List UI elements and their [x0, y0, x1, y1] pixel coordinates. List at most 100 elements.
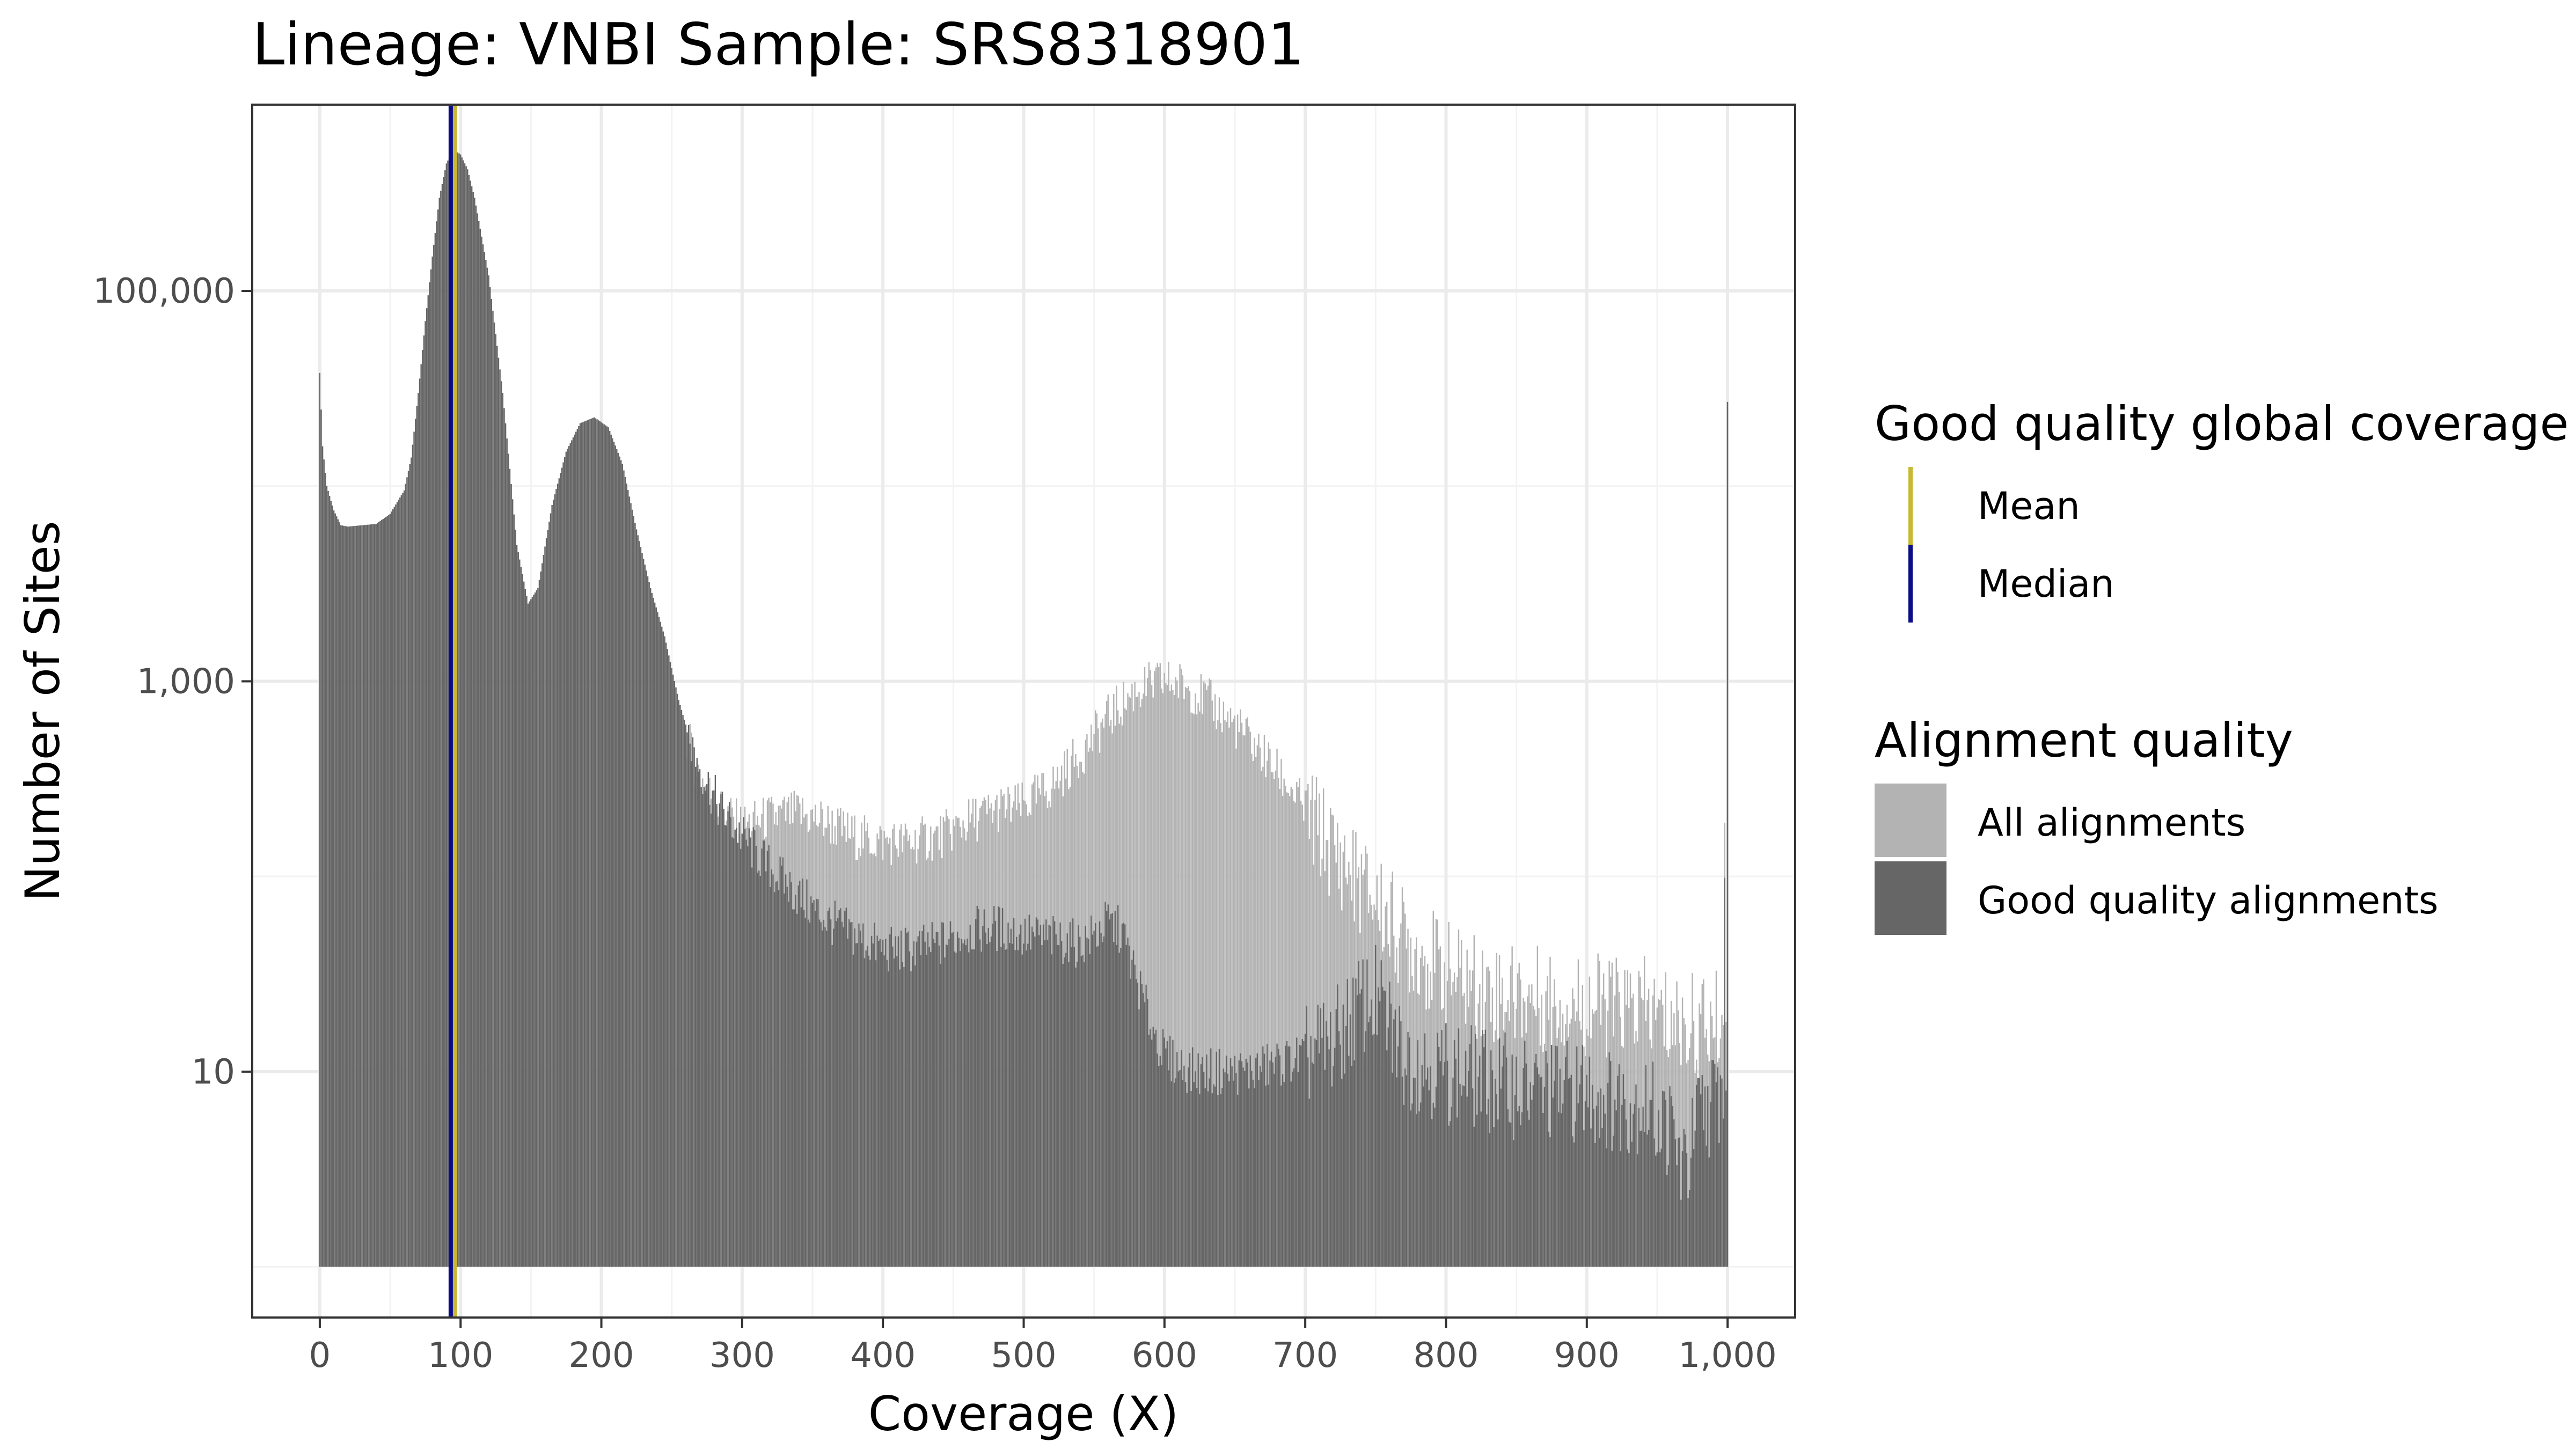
- bar: [993, 906, 995, 1267]
- bar: [782, 857, 784, 1267]
- bar: [658, 617, 660, 1267]
- bar: [1186, 688, 1188, 1267]
- bar: [1382, 986, 1384, 1267]
- bar: [1249, 1055, 1251, 1267]
- bar: [1165, 683, 1167, 1267]
- bar: [883, 955, 885, 1267]
- bar: [1191, 1047, 1194, 1267]
- bar: [1645, 1065, 1647, 1267]
- bar: [1397, 1046, 1399, 1267]
- bar: [1724, 877, 1725, 1267]
- bar: [1080, 956, 1082, 1267]
- y-tick-label: 10: [192, 1052, 235, 1092]
- bar: [911, 956, 913, 1267]
- bar: [1234, 1056, 1236, 1267]
- bar: [1547, 1063, 1548, 1267]
- bar: [902, 961, 904, 1267]
- bar: [612, 438, 613, 1267]
- bar: [1651, 1100, 1652, 1267]
- bar: [567, 449, 568, 1267]
- bar: [1199, 711, 1201, 1267]
- bar: [1572, 1136, 1574, 1267]
- bar: [692, 737, 694, 1267]
- y-axis: 10 1,000 100,000: [93, 272, 252, 1092]
- bar: [975, 919, 977, 1267]
- bar: [1403, 902, 1404, 1267]
- bar: [1296, 781, 1298, 1267]
- bar: [847, 939, 848, 1267]
- bar: [357, 525, 358, 1267]
- bar: [1444, 1062, 1445, 1267]
- bar: [1672, 1106, 1673, 1267]
- bar: [1163, 672, 1165, 1267]
- bar: [547, 530, 548, 1267]
- bar: [1228, 1081, 1230, 1267]
- bar: [1534, 1063, 1535, 1267]
- bar: [1703, 1130, 1704, 1267]
- bar: [797, 885, 799, 1267]
- bar: [655, 607, 657, 1267]
- bar: [1183, 699, 1185, 1267]
- bar: [1151, 685, 1153, 1267]
- bar: [1466, 1096, 1468, 1267]
- bar: [1726, 401, 1729, 1267]
- bar: [1693, 1148, 1695, 1267]
- bar: [485, 260, 487, 1267]
- bar: [1240, 709, 1241, 1267]
- bar: [562, 462, 564, 1267]
- bar: [1386, 1050, 1388, 1267]
- bar: [1387, 1027, 1389, 1267]
- bar: [1027, 943, 1029, 1267]
- bar: [1473, 1126, 1475, 1267]
- bar: [1145, 984, 1147, 1267]
- bar: [1425, 1079, 1427, 1267]
- bar: [1315, 777, 1318, 1267]
- bar: [1448, 1125, 1450, 1267]
- bar: [1529, 1082, 1531, 1267]
- bar: [1121, 924, 1123, 1267]
- bar: [1559, 1069, 1561, 1267]
- bar: [508, 453, 509, 1267]
- bar: [1458, 1028, 1460, 1267]
- bar: [1636, 1154, 1638, 1267]
- bar: [1406, 1075, 1408, 1267]
- bar: [1392, 872, 1393, 1267]
- bar: [689, 743, 691, 1267]
- bar: [1653, 978, 1655, 1267]
- bar: [1505, 1057, 1507, 1267]
- bar: [488, 275, 489, 1267]
- bar: [1150, 1029, 1151, 1267]
- bar: [810, 896, 812, 1267]
- bar: [726, 825, 728, 1267]
- bar: [734, 829, 736, 1267]
- bar: [609, 431, 611, 1267]
- bar: [1494, 1079, 1496, 1267]
- bar: [343, 525, 345, 1267]
- bar: [986, 944, 988, 1267]
- bar: [1480, 1111, 1482, 1267]
- bar: [895, 936, 896, 1267]
- bar: [601, 422, 602, 1267]
- bar: [1211, 700, 1213, 1267]
- bar: [886, 960, 888, 1267]
- bar: [597, 420, 599, 1267]
- bar: [1245, 719, 1247, 1267]
- bar: [1331, 1086, 1333, 1267]
- bar: [1227, 711, 1228, 1267]
- bar: [971, 949, 972, 1267]
- bar: [944, 957, 946, 1267]
- bar: [1421, 1065, 1423, 1267]
- bar: [668, 655, 670, 1267]
- legend-key: [1875, 467, 1946, 545]
- bar: [694, 766, 697, 1267]
- bar: [608, 427, 609, 1267]
- bar: [1586, 1074, 1587, 1267]
- bar: [1251, 753, 1253, 1267]
- bar: [1193, 714, 1195, 1267]
- bar: [1170, 684, 1173, 1267]
- bar: [1225, 1055, 1227, 1267]
- bar: [327, 491, 329, 1267]
- bar: [1206, 690, 1208, 1267]
- bar: [1207, 1091, 1209, 1267]
- bar: [1103, 936, 1105, 1267]
